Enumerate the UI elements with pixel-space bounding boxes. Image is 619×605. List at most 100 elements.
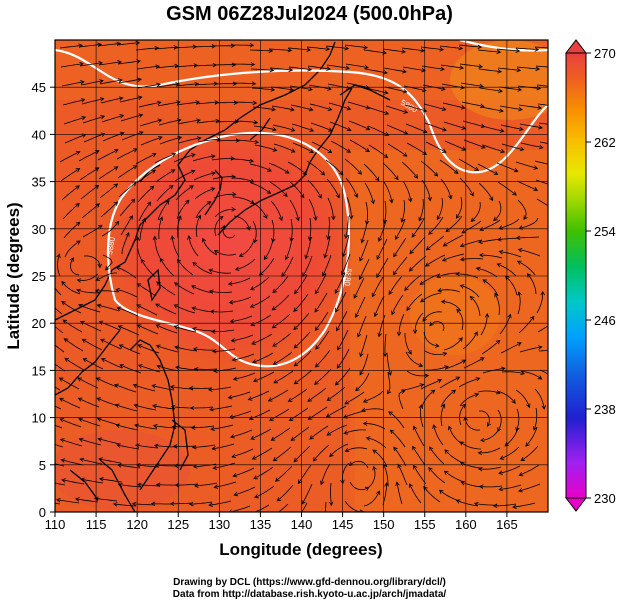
streamline-arrow [518,126,524,132]
streamline-arrow [232,473,238,478]
streamline-arrow [61,280,66,286]
streamline [518,483,541,492]
streamline [62,99,85,106]
streamline-arrow [208,502,213,507]
streamline [233,486,256,496]
streamline-arrow [469,191,474,197]
streamline-arrow [266,189,272,195]
streamline-arrow [290,436,296,442]
streamline-arrow [376,255,381,260]
streamline [500,446,520,460]
streamline [154,153,176,164]
streamline [253,466,274,480]
streamline-arrow [250,62,256,67]
streamline [459,177,474,197]
streamline-arrow [335,193,340,199]
streamline-arrow [118,344,124,349]
streamline-arrow [375,176,380,182]
streamline-arrow [413,174,419,179]
streamline [476,267,498,278]
streamline-arrow [155,303,160,308]
streamline [174,64,198,68]
streamline-arrow [98,60,103,66]
streamline-arrow [165,199,170,205]
streamline-arrow [76,240,81,245]
streamline-arrow [556,85,560,89]
streamline-arrow [297,479,303,485]
streamline [192,45,216,48]
streamline-arrow [131,501,137,507]
streamline-arrow [192,346,198,352]
streamline-arrow [461,403,466,409]
streamline [250,182,271,194]
streamline-arrow [312,457,318,462]
streamline [136,65,160,70]
streamline [363,490,380,507]
streamline-arrow [395,481,400,487]
streamline-arrow [489,196,494,202]
streamline-arrow [525,442,530,447]
streamline [479,254,503,259]
streamline [194,482,218,487]
streamline-arrow [173,304,179,309]
streamline-arrow [157,136,163,141]
streamline-arrow [429,446,434,451]
streamline [276,484,294,502]
streamline-arrow [208,289,214,294]
map-plot-area: 5880 5880 5880 [42,40,560,512]
streamline [252,447,273,460]
streamline [307,65,331,70]
y-tick-label: 10 [32,411,46,426]
streamline-arrow [427,196,433,202]
streamline-arrow [113,201,119,206]
streamline [341,253,351,275]
streamline [197,138,221,143]
streamline [138,364,161,373]
streamline [252,220,257,243]
streamline [61,459,84,466]
y-tick-label: 25 [32,269,46,284]
streamline-arrow [320,480,325,486]
streamline [56,499,80,504]
streamline-arrow [271,106,277,112]
streamline-arrow [100,358,106,363]
streamline [500,342,522,354]
streamline-arrow [478,64,484,69]
streamline-arrow [359,370,364,376]
streamline [383,464,389,486]
streamline-arrow [451,389,457,395]
streamline-arrow [246,226,251,231]
streamline [516,408,520,432]
streamline-arrow [314,362,320,368]
streamline-arrow [538,124,543,130]
streamline [310,122,333,132]
streamline [371,276,384,297]
streamline [116,424,139,431]
streamline-arrow [487,422,491,428]
streamline-arrow [441,106,447,112]
streamline [480,106,504,112]
streamline [212,443,235,450]
streamline-arrow [308,107,314,112]
streamline-arrow [75,221,81,227]
streamline [170,502,194,505]
streamline [273,351,293,365]
streamline [460,239,483,247]
streamline [301,502,308,512]
streamline-arrow [517,247,523,253]
streamline-arrow [326,396,332,401]
streamline [439,45,463,49]
streamline [188,235,199,257]
streamline [326,386,346,401]
streamline-arrow [327,106,333,111]
streamline-arrow [496,263,502,268]
streamline [517,199,527,220]
streamline [501,143,524,151]
streamline [159,136,182,145]
streamline [463,139,486,149]
streamline [193,64,217,67]
streamline-arrow [119,364,125,369]
streamline [98,61,122,66]
streamline-arrow [42,439,46,443]
colorbar-tick-label: 262 [594,135,616,150]
